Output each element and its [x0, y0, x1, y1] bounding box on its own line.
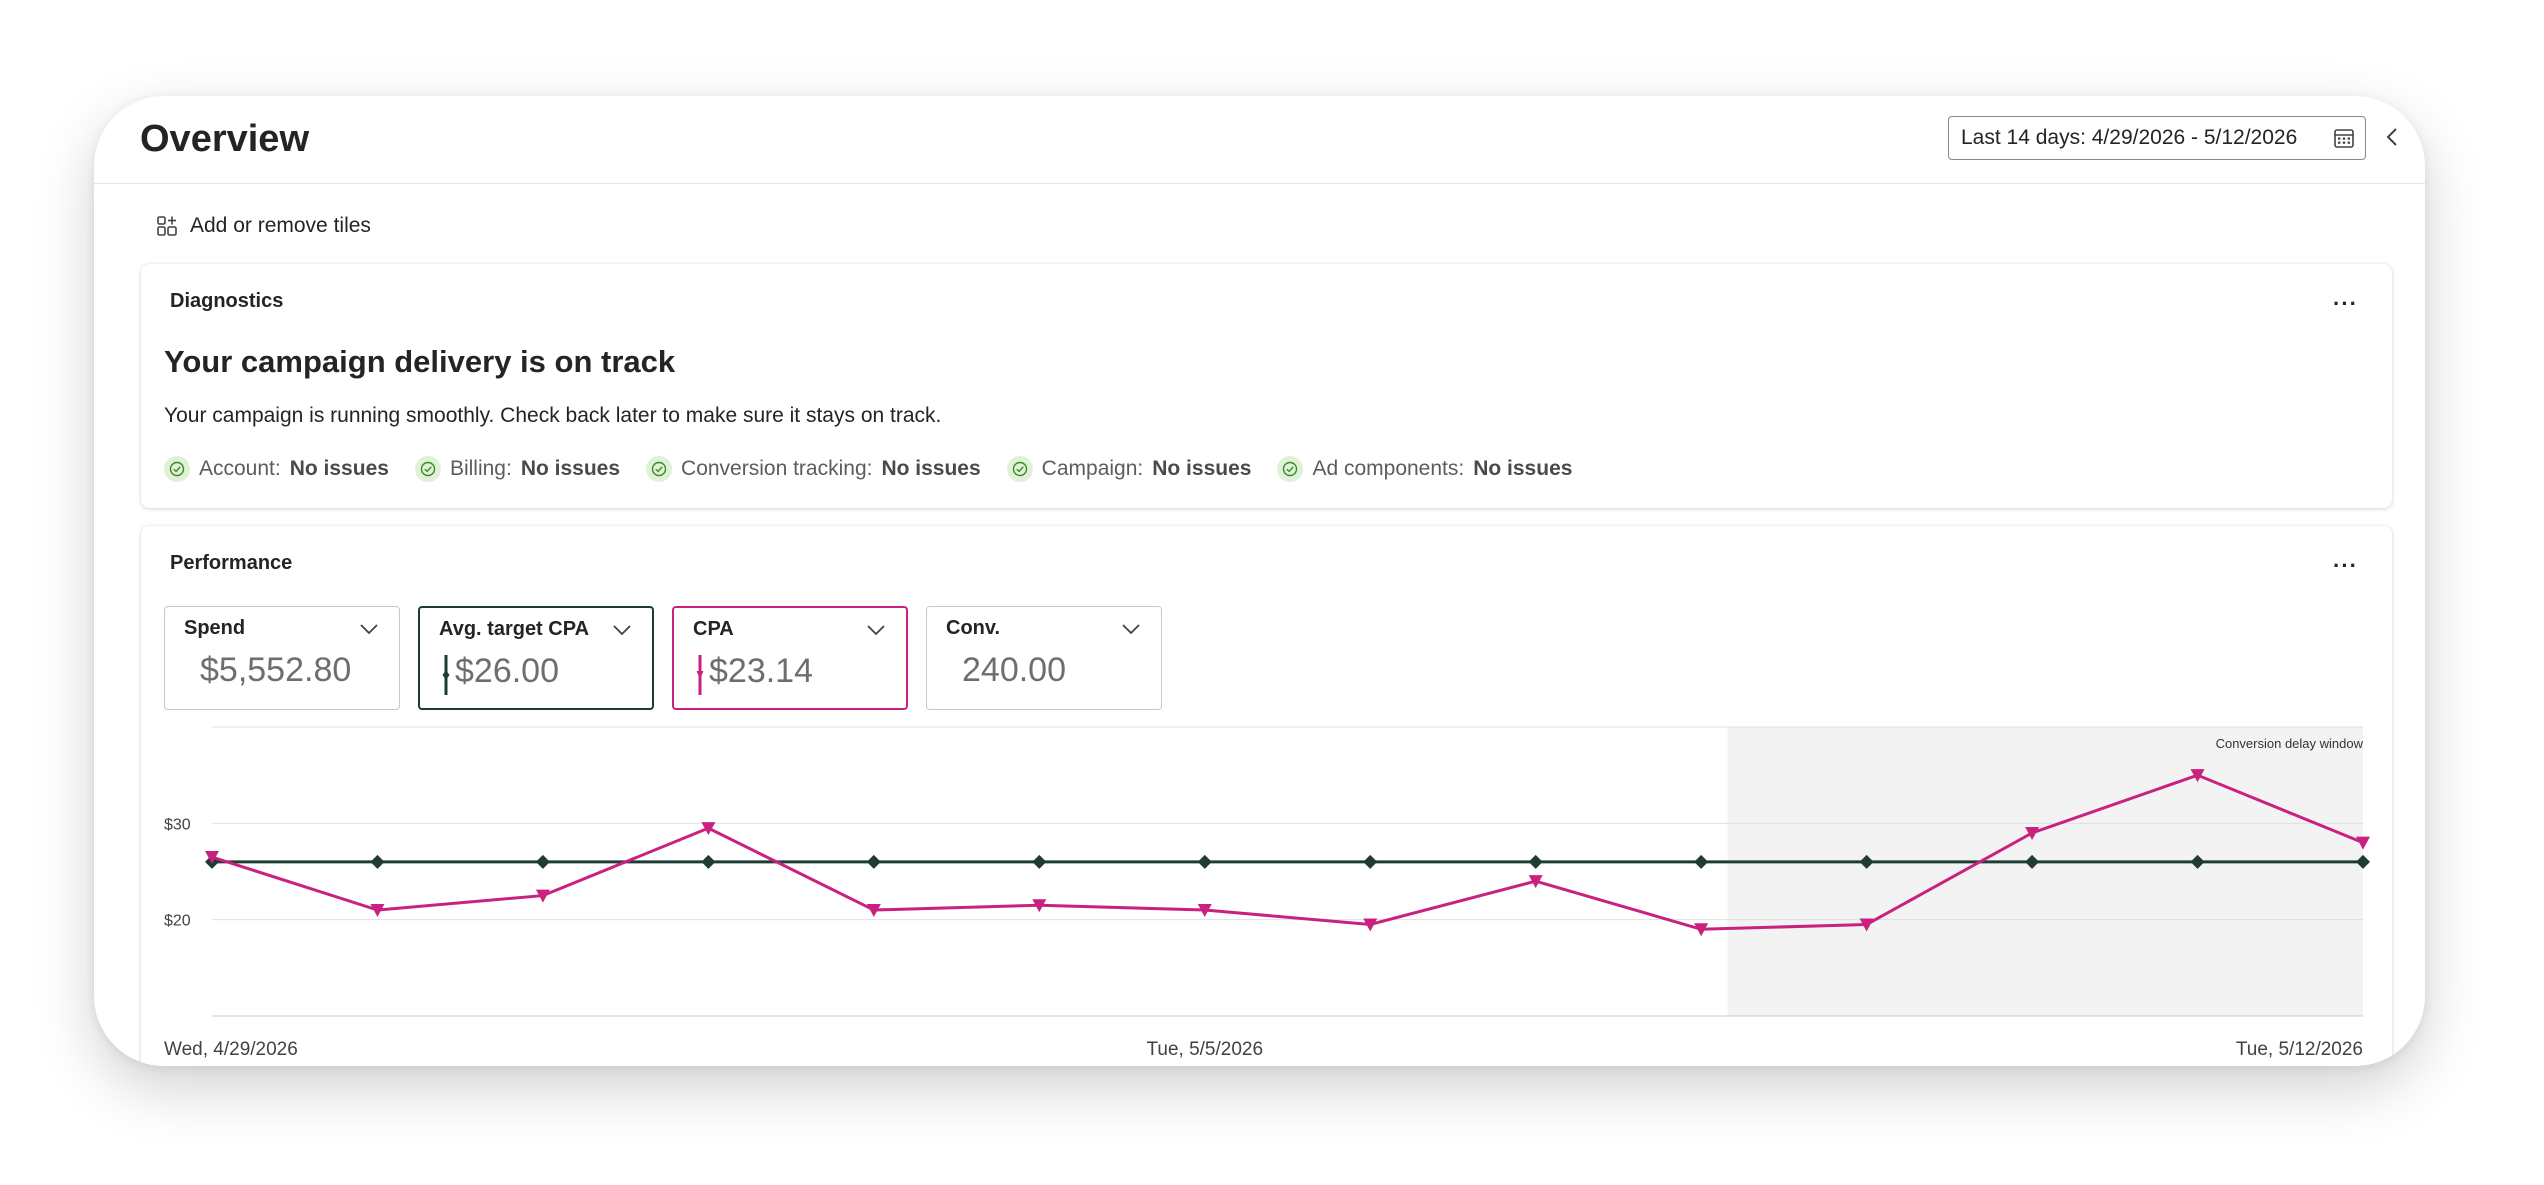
point-avg-target-cpa	[2356, 854, 2370, 869]
performance-card: Performance ··· Spend $5,552.80 Avg. tar…	[141, 526, 2392, 1066]
check-status: No issues	[289, 457, 389, 480]
point-cpa	[1032, 899, 1047, 913]
check-circle-icon	[1006, 456, 1033, 482]
add-remove-tiles-button[interactable]: Add or remove tiles	[156, 214, 371, 238]
check-label: Conversion tracking:	[681, 457, 873, 480]
diagnostics-card: Diagnostics ··· Your campaign delivery i…	[141, 264, 2392, 508]
point-cpa	[701, 822, 716, 836]
check-label: Ad components:	[1312, 457, 1465, 480]
diagnostics-subtext: Your campaign is running smoothly. Check…	[164, 404, 942, 427]
metric-value: $26.00	[455, 652, 559, 690]
metric-value: $23.14	[709, 652, 813, 690]
point-avg-target-cpa	[2025, 854, 2040, 869]
conversion-delay-region	[1727, 727, 2363, 1016]
point-cpa	[866, 904, 881, 918]
add-tiles-icon	[157, 216, 177, 236]
check-status: No issues	[1152, 457, 1252, 480]
check-billing: Billing: No issues	[414, 456, 621, 482]
point-cpa	[1363, 918, 1378, 932]
check-label: Campaign:	[1041, 457, 1144, 480]
metric-value: 240.00	[962, 651, 1066, 689]
x-tick-label: Wed, 4/29/2026	[164, 1039, 298, 1060]
point-avg-target-cpa	[535, 854, 550, 869]
point-avg-target-cpa	[701, 854, 716, 869]
series-key-triangle-icon	[696, 655, 704, 695]
date-range-value: Last 14 days: 4/29/2026 - 5/12/2026	[1961, 126, 2298, 149]
metric-tile-spend[interactable]: Spend $5,552.80	[164, 606, 400, 710]
chevron-left-icon[interactable]	[2384, 125, 2400, 149]
point-cpa	[1528, 875, 1543, 889]
y-tick-label: $20	[164, 913, 191, 930]
point-cpa	[2356, 836, 2370, 850]
check-status: No issues	[881, 457, 981, 480]
metric-tile-cpa[interactable]: CPA $23.14	[672, 606, 908, 710]
metric-label: CPA	[693, 618, 734, 640]
annotation-conversion-delay: Conversion delay window	[2216, 736, 2364, 751]
date-range-picker[interactable]: Last 14 days: 4/29/2026 - 5/12/2026	[1948, 116, 2366, 160]
point-cpa	[2025, 826, 2040, 840]
point-avg-target-cpa	[1363, 854, 1378, 869]
check-circle-icon	[1277, 456, 1304, 482]
point-avg-target-cpa	[1528, 854, 1543, 869]
point-avg-target-cpa	[866, 854, 881, 869]
point-avg-target-cpa	[1197, 854, 1212, 869]
point-avg-target-cpa	[2190, 854, 2205, 869]
check-campaign: Campaign: No issues	[1006, 456, 1252, 482]
diagnostics-checks: Account: No issues Billing: No issues Co…	[164, 456, 1572, 482]
metric-value: $5,552.80	[200, 651, 352, 689]
check-circle-icon	[646, 456, 673, 482]
overview-window: Overview Last 14 days: 4/29/2026 - 5/12/…	[94, 96, 2425, 1066]
check-ad-components: Ad components: No issues	[1277, 456, 1572, 482]
diagnostics-title: Diagnostics	[170, 290, 284, 312]
series-line-cpa	[211, 773, 2364, 931]
check-label: Account:	[199, 457, 281, 480]
metric-tile-conv[interactable]: Conv. 240.00	[926, 606, 1162, 710]
check-conversion-tracking: Conversion tracking: No issues	[646, 456, 981, 482]
point-cpa	[1694, 923, 1709, 937]
check-status: No issues	[520, 457, 621, 480]
check-circle-icon	[164, 456, 190, 482]
chevron-down-icon[interactable]	[866, 624, 886, 636]
metric-label: Avg. target CPA	[439, 618, 590, 640]
point-avg-target-cpa	[1032, 854, 1047, 869]
metric-label: Conv.	[946, 617, 1001, 639]
chevron-down-icon[interactable]	[359, 623, 379, 635]
more-icon[interactable]: ···	[2333, 291, 2358, 316]
page-title: Overview	[140, 118, 309, 160]
point-avg-target-cpa	[1859, 854, 1874, 869]
point-cpa	[205, 851, 219, 865]
series-key-diamond-icon	[442, 655, 450, 695]
metric-label: Spend	[184, 617, 246, 639]
check-account: Account: No issues	[164, 456, 389, 482]
check-status: No issues	[1473, 457, 1573, 480]
chevron-down-icon[interactable]	[1121, 623, 1141, 635]
diagnostics-heading: Your campaign delivery is on track	[164, 344, 676, 379]
point-cpa	[1197, 904, 1212, 918]
x-tick-label: Tue, 5/5/2026	[1146, 1039, 1263, 1060]
metric-tile-avg-target-cpa[interactable]: Avg. target CPA $26.00	[418, 606, 654, 710]
point-cpa	[370, 904, 385, 918]
performance-chart: Conversion delay window $30 $20 Wed, 4/29/2…	[164, 726, 2370, 1060]
page-header: Overview Last 14 days: 4/29/2026 - 5/12/…	[94, 96, 2425, 184]
y-tick-label: $30	[164, 816, 191, 833]
point-cpa	[2190, 769, 2205, 783]
check-label: Billing:	[449, 457, 512, 480]
x-tick-label: Tue, 5/12/2026	[2236, 1039, 2363, 1060]
check-circle-icon	[414, 456, 441, 482]
metric-selector: Spend $5,552.80 Avg. target CPA $26.00 C…	[164, 606, 1162, 710]
performance-title: Performance	[170, 552, 293, 574]
add-tiles-label: Add or remove tiles	[190, 214, 371, 237]
calendar-icon[interactable]	[2333, 127, 2355, 149]
point-cpa	[535, 889, 550, 903]
point-avg-target-cpa	[1694, 854, 1709, 869]
point-cpa	[1859, 918, 1874, 932]
chevron-down-icon[interactable]	[612, 624, 632, 636]
point-avg-target-cpa	[370, 854, 385, 869]
